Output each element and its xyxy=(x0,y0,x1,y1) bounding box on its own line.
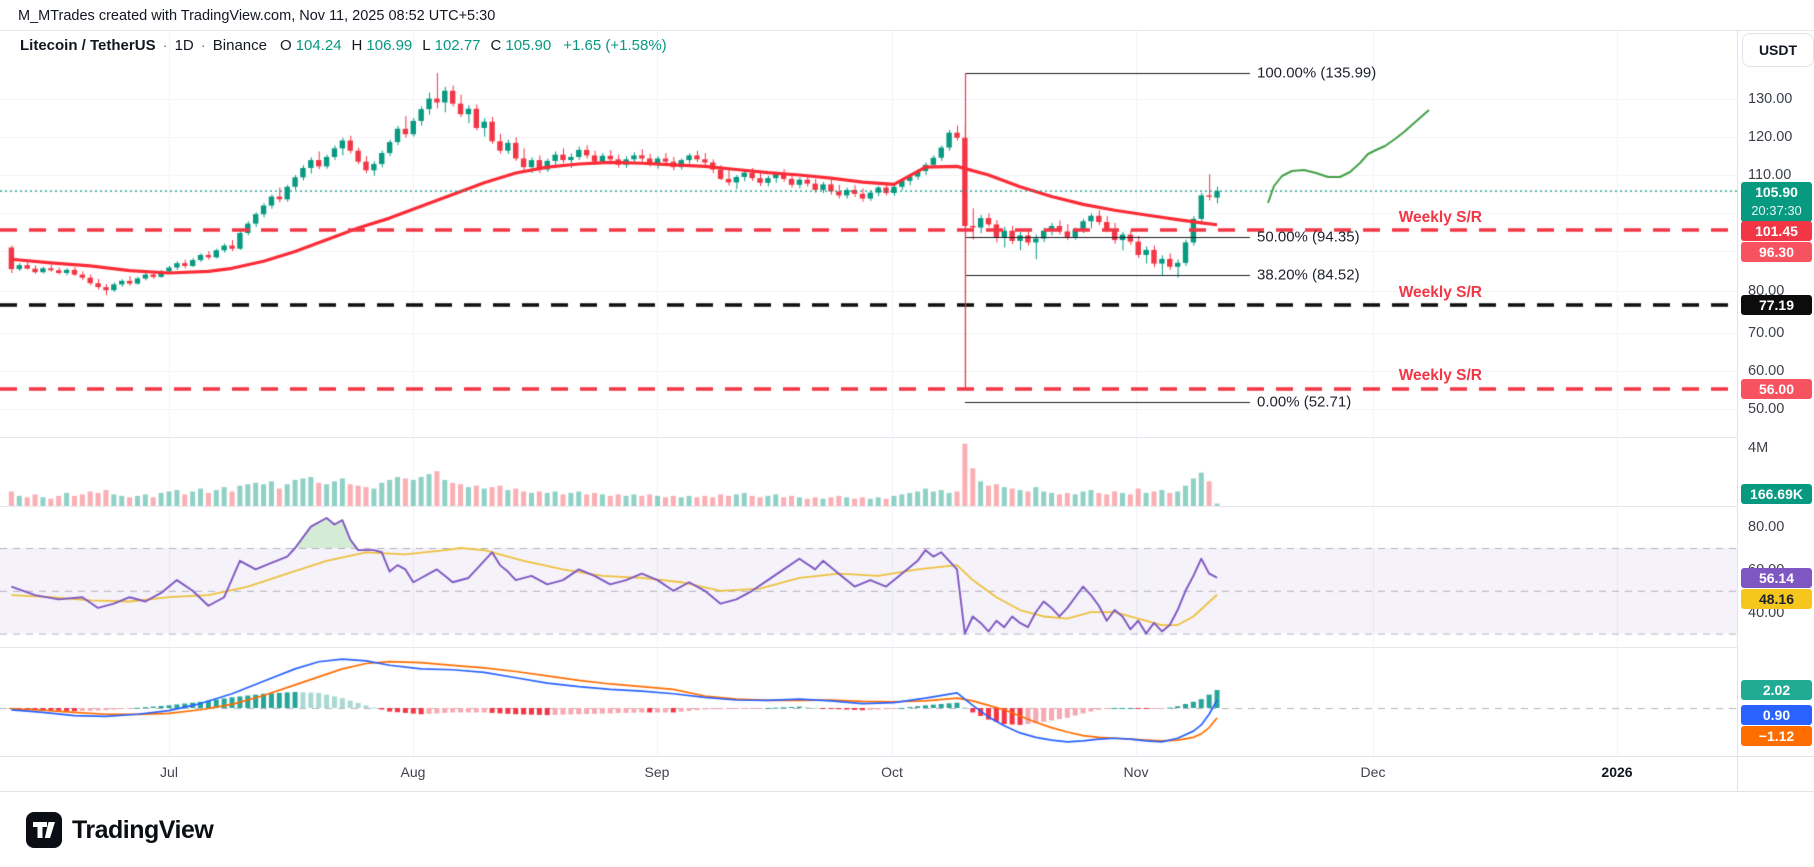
widget-top-border xyxy=(0,30,1814,31)
change-value: +1.65 (+1.58%) xyxy=(563,37,667,54)
weekly-sr-label: Weekly S/R xyxy=(1398,367,1482,384)
price-tag: 166.69K xyxy=(1741,484,1812,504)
currency-toggle-button[interactable]: USDT xyxy=(1742,33,1814,67)
price-tag: 2.02 xyxy=(1741,680,1812,700)
fib-level-label: 0.00% (52.71) xyxy=(1257,393,1352,411)
time-axis-label: Nov xyxy=(1123,764,1149,780)
fib-level-label: 38.20% (84.52) xyxy=(1257,266,1360,284)
countdown-timer: 20:37:30 xyxy=(1751,203,1802,218)
open-value: 104.24 xyxy=(295,37,342,54)
close-value: 105.90 xyxy=(505,37,552,54)
price-tag-value: 48.16 xyxy=(1758,591,1795,607)
price-tag-value: 101.45 xyxy=(1755,223,1798,239)
time-axis-label: Sep xyxy=(644,764,670,780)
open-label: O xyxy=(279,37,292,54)
header-separator: · xyxy=(162,37,168,54)
price-tick-label: 120.00 xyxy=(1748,129,1793,145)
low-value: 102.77 xyxy=(434,37,481,54)
attribution-bar: M_MTrades created with TradingView.com, … xyxy=(18,8,496,24)
price-tag-value: 2.02 xyxy=(1762,682,1791,698)
price-tag: 77.19 xyxy=(1741,295,1812,315)
time-axis-border xyxy=(0,756,1814,757)
price-tag-value: 105.90 xyxy=(1755,184,1798,200)
header-separator: · xyxy=(200,37,206,54)
price-tag: 96.30 xyxy=(1741,242,1812,262)
rsi-tick-label: 40.00 xyxy=(1748,605,1785,621)
time-axis-label: 2026 xyxy=(1601,764,1633,780)
price-tag: 56.14 xyxy=(1741,568,1812,588)
timeframe[interactable]: 1D xyxy=(174,37,194,54)
ohlc-readout: O 104.24 H 106.99 L 102.77 C 105.90 +1.65 (+… xyxy=(280,37,667,54)
close-label: C xyxy=(490,37,502,54)
price-tag: 56.00 xyxy=(1741,379,1812,399)
fib-level-label: 100.00% (135.99) xyxy=(1257,64,1377,82)
pane-separator-macd[interactable] xyxy=(0,647,1737,648)
price-tag-value: 166.69K xyxy=(1750,486,1803,502)
fib-level-label: 50.00% (94.35) xyxy=(1257,228,1360,246)
price-tag: −1.12 xyxy=(1741,726,1812,746)
price-tag: 48.16 xyxy=(1741,589,1812,609)
price-tag-value: 96.30 xyxy=(1758,244,1795,260)
tradingview-logo[interactable]: TradingView xyxy=(26,812,214,848)
price-tag-value: 56.00 xyxy=(1758,381,1795,397)
price-tag-value: 56.14 xyxy=(1758,570,1795,586)
high-label: H xyxy=(351,37,363,54)
price-tick-label: 110.00 xyxy=(1748,167,1792,183)
time-axis-label: Oct xyxy=(881,764,903,780)
price-tick-label: 60.00 xyxy=(1748,363,1785,379)
price-tag-value: −1.12 xyxy=(1758,728,1795,744)
price-tag-value: 77.19 xyxy=(1758,297,1795,313)
price-tag: 0.90 xyxy=(1741,705,1812,725)
volume-tick-label: 4M xyxy=(1748,440,1769,456)
price-tag-value: 0.90 xyxy=(1762,707,1791,723)
price-tag: 101.45 xyxy=(1741,221,1812,241)
symbol-name[interactable]: Litecoin / TetherUS xyxy=(20,37,156,54)
symbol-header: Litecoin / TetherUS · 1D · Binance O 104.… xyxy=(20,37,667,54)
rsi-tick-label: 80.00 xyxy=(1748,519,1785,535)
time-axis-label: Aug xyxy=(400,764,426,780)
weekly-sr-label: Weekly S/R xyxy=(1398,284,1482,301)
price-tick-label: 130.00 xyxy=(1748,91,1793,107)
pane-separator-volume[interactable] xyxy=(0,437,1737,438)
exchange-name[interactable]: Binance xyxy=(212,37,267,54)
time-axis-label: Jul xyxy=(160,764,178,780)
price-tick-label: 50.00 xyxy=(1748,401,1785,417)
low-label: L xyxy=(422,37,431,54)
price-tag: 105.90 20:37:30 xyxy=(1741,182,1812,222)
pane-separator-rsi[interactable] xyxy=(0,506,1737,507)
price-tick-label: 70.00 xyxy=(1748,325,1785,341)
tradingview-logo-icon xyxy=(26,812,62,848)
price-axis-border xyxy=(1737,30,1738,791)
weekly-sr-label: Weekly S/R xyxy=(1398,209,1482,226)
tradingview-logo-text: TradingView xyxy=(72,815,214,844)
time-axis-label: Dec xyxy=(1360,764,1386,780)
widget-bottom-border xyxy=(0,791,1814,792)
high-value: 106.99 xyxy=(366,37,413,54)
